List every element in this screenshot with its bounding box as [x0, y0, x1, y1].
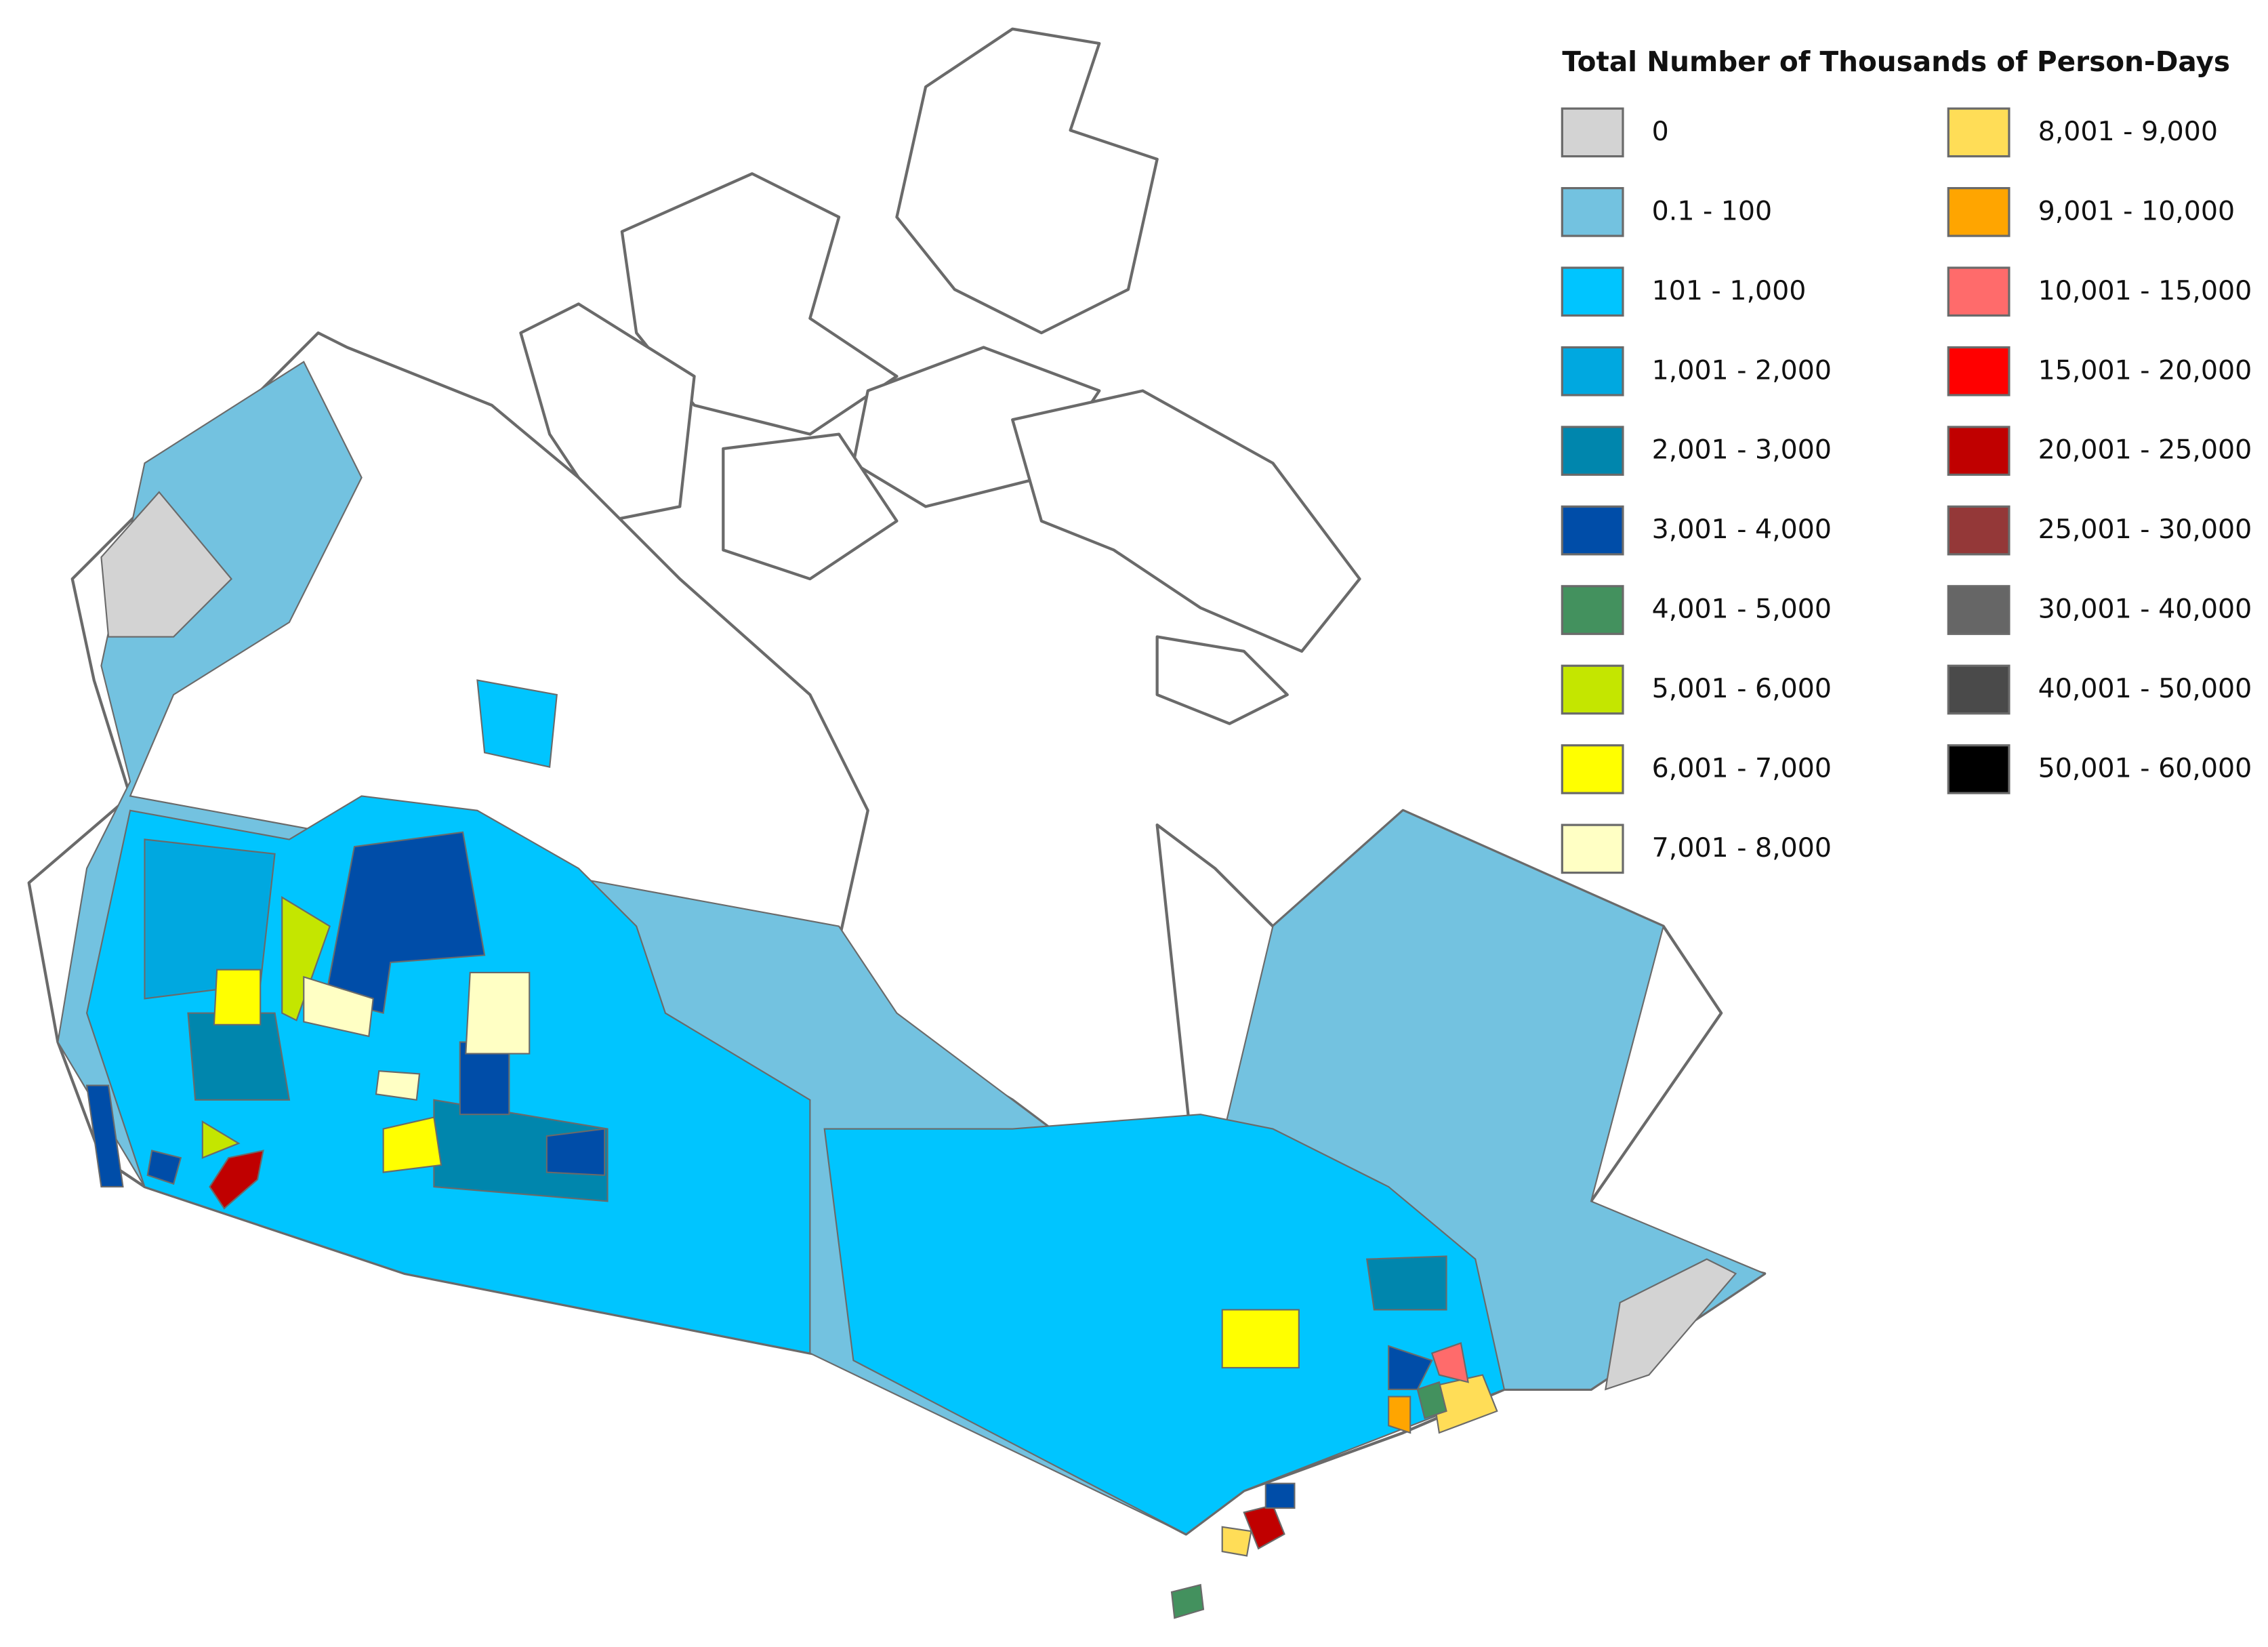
legend-label: 101 - 1,000 — [1652, 275, 1807, 306]
legend-label: 20,001 - 25,000 — [2038, 434, 2252, 466]
region — [1605, 1258, 1737, 1391]
region — [382, 1116, 442, 1173]
region — [375, 1070, 421, 1101]
region — [201, 1120, 241, 1159]
region — [303, 975, 374, 1038]
legend-label: 2,001 - 3,000 — [1652, 434, 1832, 466]
region — [85, 795, 811, 1354]
region — [545, 1128, 606, 1177]
region — [465, 971, 531, 1055]
legend-label: 7,001 - 8,000 — [1652, 832, 1832, 863]
island — [519, 302, 696, 523]
region — [85, 1084, 124, 1188]
legend-swatch — [1947, 266, 2011, 317]
island — [1011, 389, 1361, 653]
legend-swatch — [1561, 744, 1624, 794]
legend-label: 0 — [1652, 116, 1669, 147]
region — [476, 679, 558, 769]
legend: 0 0.1 - 100 101 - 1,000 1,001 - 2,000 2,001 … — [1561, 107, 2252, 874]
legend-swatch — [1947, 346, 2011, 396]
region — [1365, 1255, 1447, 1311]
legend-swatch — [1947, 426, 2011, 476]
region — [281, 896, 331, 1021]
legend-swatch — [1947, 664, 2011, 715]
region — [187, 1012, 291, 1101]
legend-swatch — [1947, 505, 2011, 556]
legend-label: 10,001 - 15,000 — [2038, 275, 2252, 306]
region — [100, 491, 232, 638]
region — [1221, 1526, 1252, 1557]
region — [1430, 1342, 1469, 1383]
legend-swatch — [1561, 107, 1624, 158]
legend-label: 40,001 - 50,000 — [2038, 673, 2252, 704]
legend-title: Total Number of Thousands of Person-Days — [1562, 45, 2230, 78]
region — [1388, 1396, 1411, 1434]
legend-label: 3,001 - 4,000 — [1652, 514, 1832, 545]
legend-swatch — [1561, 505, 1624, 556]
region — [1264, 1482, 1296, 1509]
legend-swatch — [1561, 664, 1624, 715]
legend-label: 5,001 - 6,000 — [1652, 673, 1832, 704]
island — [895, 27, 1159, 335]
legend-label: 8,001 - 9,000 — [2038, 116, 2218, 147]
legend-swatch — [1561, 186, 1624, 237]
legend-label: 15,001 - 20,000 — [2038, 354, 2252, 386]
legend-label: 25,001 - 30,000 — [2038, 514, 2252, 545]
legend-swatch — [1561, 426, 1624, 476]
legend-swatch — [1561, 346, 1624, 396]
legend-swatch — [1947, 585, 2011, 635]
region — [1170, 1583, 1205, 1619]
legend-swatch — [1561, 585, 1624, 635]
region — [1243, 1504, 1285, 1550]
region — [1416, 1381, 1447, 1419]
island — [1155, 635, 1289, 725]
legend-swatch — [1561, 824, 1624, 874]
legend-label: 50,001 - 60,000 — [2038, 752, 2252, 784]
legend-swatch — [1947, 186, 2011, 237]
map — [27, 27, 1767, 1619]
legend-label: 1,001 - 2,000 — [1652, 354, 1832, 386]
legend-label: 9,001 - 10,000 — [2038, 195, 2235, 226]
legend-swatch — [1947, 744, 2011, 794]
legend-swatch — [1947, 107, 2011, 158]
region — [146, 1150, 182, 1185]
region — [823, 1114, 1506, 1535]
region — [213, 969, 262, 1025]
legend-label: 0.1 - 100 — [1652, 195, 1772, 226]
legend-label: 30,001 - 40,000 — [2038, 594, 2252, 625]
legend-swatch — [1561, 266, 1624, 317]
island — [722, 432, 899, 581]
region — [209, 1150, 264, 1210]
region — [1221, 1309, 1300, 1368]
legend-label: 4,001 - 5,000 — [1652, 594, 1832, 625]
legend-label: 6,001 - 7,000 — [1652, 752, 1832, 784]
